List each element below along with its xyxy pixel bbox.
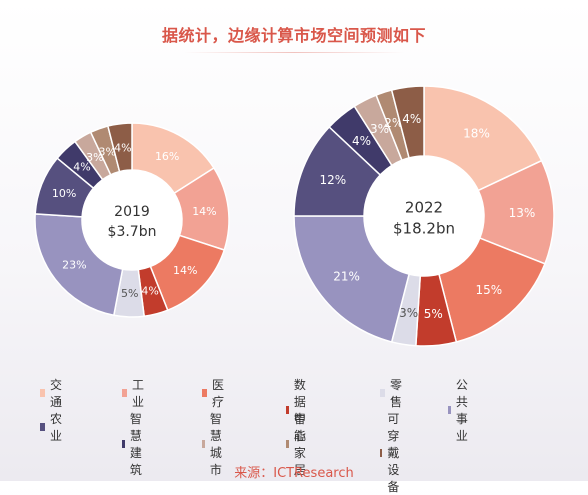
legend-swatch: [40, 423, 45, 431]
source-note: 来源：ICTResearch: [234, 466, 354, 481]
center-year-2019: 2019: [114, 204, 150, 220]
slice-label-2019-6: 23%: [62, 259, 86, 272]
slice-label-2022-11: 4%: [402, 112, 421, 126]
legend-item-3: 医疗: [202, 376, 227, 410]
legend-label: 可穿戴设备: [387, 412, 400, 494]
slice-label-2022-3: 15%: [475, 283, 502, 297]
legend-swatch: [380, 389, 385, 397]
slice-label-2019-11: 4%: [114, 142, 131, 155]
legend-label: 智慧城市: [209, 412, 222, 477]
legend-label: 农业: [50, 412, 63, 443]
legend-swatch: [448, 406, 451, 414]
legend-swatch: [40, 389, 45, 397]
legend-swatch: [122, 389, 127, 397]
legend-item-8: 智慧建筑: [122, 410, 147, 478]
slice-label-2022-1: 18%: [463, 127, 490, 141]
slice-label-2022-9: 3%: [370, 122, 389, 136]
slice-label-2019-5: 5%: [121, 287, 138, 300]
donut-charts: 16%14%14%4%5%23%10%4%3%3%4%2019$3.7bn 18…: [34, 85, 555, 347]
legend-item-10: 智能家居: [286, 410, 311, 478]
slice-label-2019-8: 4%: [73, 161, 90, 174]
donut-2019: 16%14%14%4%5%23%10%4%3%3%4%2019$3.7bn: [34, 122, 230, 318]
slice-label-2019-2: 14%: [192, 205, 216, 218]
slice-label-2019-7: 10%: [52, 187, 76, 200]
legend-label: 零售: [390, 378, 403, 409]
center-value-2022: $18.2bn: [393, 219, 455, 237]
donut-hole-2022: [364, 156, 484, 276]
slice-label-2019-10: 3%: [99, 145, 116, 158]
legend-item-11: 可穿戴设备: [380, 410, 405, 495]
donut-2022: 18%13%15%5%3%21%12%4%3%2%4%2022$18.2bn: [293, 85, 555, 347]
legend-item-2: 工业: [122, 376, 147, 410]
legend-label: 工业: [132, 378, 145, 409]
slice-label-2019-9: 3%: [86, 151, 103, 164]
center-value-2019: $3.7bn: [108, 224, 157, 240]
legend-swatch: [286, 440, 289, 448]
chart-title: 据统计，边缘计算市场空间预测如下: [161, 26, 426, 45]
legend-label: 智慧建筑: [129, 412, 142, 477]
legend-label: 公共事业: [455, 378, 468, 443]
legend-label: 医疗: [212, 378, 225, 409]
slice-label-2022-10: 2%: [384, 116, 403, 130]
slice-label-2019-4: 4%: [141, 285, 158, 298]
legend-item-1: 交通: [40, 376, 65, 410]
donut-hole-2019: [82, 170, 182, 270]
slice-label-2022-2: 13%: [509, 206, 536, 220]
slice-label-2022-4: 5%: [424, 307, 443, 321]
slice-label-2019-1: 16%: [155, 150, 179, 163]
slice-label-2019-3: 14%: [173, 264, 197, 277]
title-divider: [184, 52, 404, 53]
legend-item-4: 数据中心: [286, 376, 311, 444]
legend-item-7: 农业: [40, 410, 65, 444]
legend-label: 智能家居: [293, 412, 306, 477]
legend-label: 数据中心: [293, 378, 306, 443]
slice-label-2022-6: 21%: [333, 269, 360, 283]
legend-item-9: 智慧城市: [202, 410, 227, 478]
legend-swatch: [122, 440, 125, 448]
legend-swatch: [202, 389, 207, 397]
center-year-2022: 2022: [405, 198, 443, 216]
slice-label-2022-7: 12%: [320, 173, 347, 187]
legend-item-6: 公共事业: [448, 376, 473, 444]
legend-swatch: [202, 440, 205, 448]
legend-swatch: [286, 406, 289, 414]
slice-label-2022-5: 3%: [399, 306, 418, 320]
slice-label-2022-8: 4%: [352, 134, 371, 148]
legend-label: 交通: [50, 378, 63, 409]
legend-item-5: 零售: [380, 376, 405, 410]
legend-swatch: [380, 448, 383, 457]
